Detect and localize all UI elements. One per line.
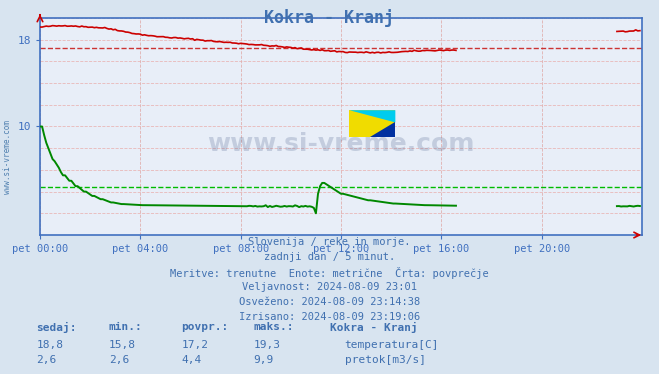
Polygon shape — [370, 122, 395, 137]
Text: 15,8: 15,8 — [109, 340, 136, 350]
Text: Meritve: trenutne  Enote: metrične  Črta: povprečje: Meritve: trenutne Enote: metrične Črta: … — [170, 267, 489, 279]
Text: 2,6: 2,6 — [36, 355, 57, 365]
Text: zadnji dan / 5 minut.: zadnji dan / 5 minut. — [264, 252, 395, 263]
Text: 19,3: 19,3 — [254, 340, 281, 350]
Text: temperatura[C]: temperatura[C] — [345, 340, 439, 350]
Text: Slovenija / reke in morje.: Slovenija / reke in morje. — [248, 237, 411, 248]
Text: povpr.:: povpr.: — [181, 322, 229, 332]
Text: Izrisano: 2024-08-09 23:19:06: Izrisano: 2024-08-09 23:19:06 — [239, 312, 420, 322]
Text: 2,6: 2,6 — [109, 355, 129, 365]
Text: Kokra - Kranj: Kokra - Kranj — [330, 322, 417, 332]
Text: Kokra - Kranj: Kokra - Kranj — [264, 9, 395, 27]
Text: www.si-vreme.com: www.si-vreme.com — [207, 132, 474, 156]
Text: Veljavnost: 2024-08-09 23:01: Veljavnost: 2024-08-09 23:01 — [242, 282, 417, 292]
Text: sedaj:: sedaj: — [36, 322, 76, 332]
Text: www.si-vreme.com: www.si-vreme.com — [3, 120, 13, 194]
Text: 17,2: 17,2 — [181, 340, 208, 350]
Text: maks.:: maks.: — [254, 322, 294, 332]
Text: Osveženo: 2024-08-09 23:14:38: Osveženo: 2024-08-09 23:14:38 — [239, 297, 420, 307]
Polygon shape — [349, 110, 395, 122]
Text: 18,8: 18,8 — [36, 340, 63, 350]
Text: 9,9: 9,9 — [254, 355, 274, 365]
Text: pretok[m3/s]: pretok[m3/s] — [345, 355, 426, 365]
Text: 4,4: 4,4 — [181, 355, 202, 365]
Text: min.:: min.: — [109, 322, 142, 332]
Bar — [349, 110, 395, 137]
